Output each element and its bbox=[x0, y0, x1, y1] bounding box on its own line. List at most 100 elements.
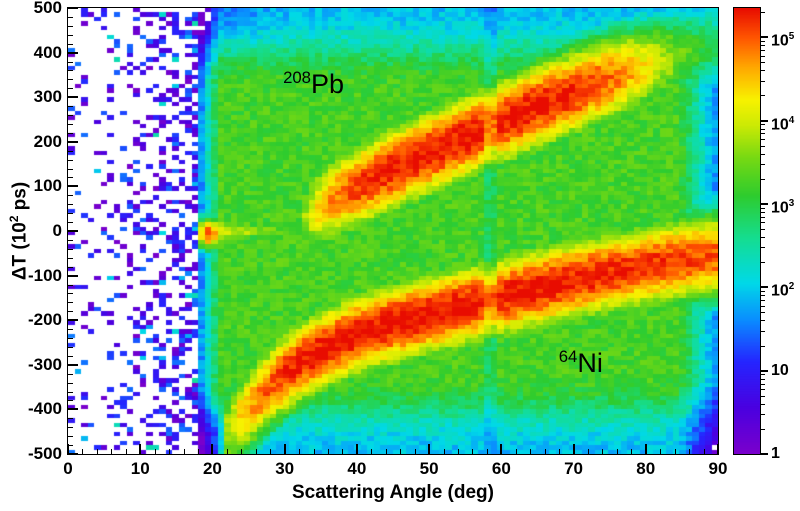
x-major-tick bbox=[211, 444, 214, 454]
colorbar-minor-tick bbox=[761, 212, 765, 213]
y-minor-tick bbox=[68, 26, 73, 27]
colorbar-minor-tick bbox=[761, 179, 765, 180]
x-minor-tick bbox=[472, 449, 473, 454]
y-minor-tick bbox=[68, 338, 73, 339]
y-minor-tick bbox=[68, 240, 73, 241]
colorbar-minor-tick bbox=[761, 41, 765, 42]
x-tick-label: 50 bbox=[419, 459, 439, 478]
isotope-label-pb: 208Pb bbox=[283, 68, 344, 100]
isotope-symbol-ni: Ni bbox=[577, 347, 603, 378]
x-minor-tick bbox=[660, 449, 661, 454]
colorbar-minor-tick bbox=[761, 133, 765, 134]
colorbar-minor-tick bbox=[761, 217, 765, 218]
colorbar-tick-exponent: 4 bbox=[788, 114, 795, 126]
colorbar-tick-label: 103 bbox=[771, 195, 794, 217]
colorbar-frame bbox=[733, 7, 761, 455]
colorbar-minor-tick bbox=[761, 50, 765, 51]
y-minor-tick bbox=[68, 222, 73, 223]
y-minor-tick bbox=[68, 62, 73, 63]
y-major-tick bbox=[68, 185, 78, 188]
y-major-tick bbox=[68, 96, 78, 99]
isotope-mass-pb: 208 bbox=[283, 67, 311, 87]
x-minor-tick bbox=[270, 449, 271, 454]
x-axis-title: Scattering Angle (deg) bbox=[292, 482, 494, 503]
y-minor-tick bbox=[68, 115, 73, 116]
y-minor-tick bbox=[68, 383, 73, 384]
y-minor-tick bbox=[68, 436, 73, 437]
x-minor-tick bbox=[631, 449, 632, 454]
y-minor-tick bbox=[68, 392, 73, 393]
x-tick-label: 70 bbox=[564, 459, 583, 478]
heatmap-canvas bbox=[68, 8, 718, 454]
y-minor-tick bbox=[68, 35, 73, 36]
x-minor-tick bbox=[689, 449, 690, 454]
colorbar-minor-tick bbox=[761, 247, 765, 248]
y-minor-tick bbox=[68, 258, 73, 259]
colorbar-minor-tick bbox=[761, 45, 765, 46]
x-minor-tick bbox=[241, 449, 242, 454]
y-minor-tick bbox=[68, 169, 73, 170]
y-minor-tick bbox=[68, 177, 73, 178]
y-minor-tick bbox=[68, 44, 73, 45]
y-major-tick bbox=[68, 408, 78, 411]
colorbar-minor-tick bbox=[761, 320, 765, 321]
colorbar-major-tick bbox=[761, 453, 768, 455]
colorbar-tick-text: 10 bbox=[771, 282, 789, 300]
y-tick-label: 500 bbox=[33, 0, 62, 17]
colorbar-tick-exponent: 2 bbox=[788, 281, 795, 293]
colorbar-minor-tick bbox=[761, 208, 765, 209]
x-minor-tick bbox=[328, 449, 329, 454]
colorbar-minor-tick bbox=[761, 124, 765, 125]
isotope-symbol-pb: Pb bbox=[310, 68, 345, 99]
x-major-tick bbox=[355, 444, 358, 454]
x-tick-label: 60 bbox=[491, 459, 511, 478]
x-minor-tick bbox=[256, 449, 257, 454]
x-minor-tick bbox=[184, 449, 185, 454]
x-minor-tick bbox=[444, 449, 445, 454]
y-minor-tick bbox=[68, 160, 73, 161]
plot-frame bbox=[67, 7, 719, 455]
x-minor-tick bbox=[675, 449, 676, 454]
colorbar-minor-tick bbox=[761, 146, 765, 147]
colorbar-tick-text: 1 bbox=[771, 445, 780, 462]
y-minor-tick bbox=[68, 293, 73, 294]
y-tick-label: -200 bbox=[27, 310, 62, 330]
y-major-tick bbox=[68, 140, 78, 143]
y-tick-label: -300 bbox=[27, 354, 62, 374]
colorbar-tick-label: 105 bbox=[771, 28, 794, 50]
colorbar-minor-tick bbox=[761, 154, 765, 155]
colorbar-minor-tick bbox=[761, 331, 765, 332]
x-major-tick bbox=[500, 444, 503, 454]
colorbar-minor-tick bbox=[761, 346, 765, 347]
colorbar-minor-tick bbox=[761, 12, 765, 13]
y-tick-label: 0 bbox=[52, 221, 62, 240]
colorbar-minor-tick bbox=[761, 62, 765, 63]
colorbar-major-tick bbox=[761, 119, 768, 122]
y-major-tick bbox=[68, 319, 78, 322]
x-tick-label: 0 bbox=[63, 459, 73, 478]
x-minor-tick bbox=[602, 449, 603, 454]
x-minor-tick bbox=[588, 449, 589, 454]
x-minor-tick bbox=[342, 449, 343, 454]
colorbar-minor-tick bbox=[761, 414, 765, 415]
colorbar-minor-tick bbox=[761, 396, 765, 397]
x-minor-tick bbox=[704, 449, 705, 454]
y-minor-tick bbox=[68, 400, 73, 401]
y-minor-tick bbox=[68, 267, 73, 268]
colorbar-minor-tick bbox=[761, 291, 765, 292]
colorbar-minor-tick bbox=[761, 306, 765, 307]
y-minor-tick bbox=[68, 204, 73, 205]
y-minor-tick bbox=[68, 124, 73, 125]
x-minor-tick bbox=[487, 449, 488, 454]
x-major-tick bbox=[67, 444, 69, 454]
y-minor-tick bbox=[68, 445, 73, 446]
x-minor-tick bbox=[415, 449, 416, 454]
x-major-tick bbox=[717, 444, 719, 454]
y-tick-label: 300 bbox=[33, 87, 62, 107]
x-minor-tick bbox=[111, 449, 112, 454]
y-minor-tick bbox=[68, 329, 73, 330]
x-minor-tick bbox=[198, 449, 199, 454]
y-minor-tick bbox=[68, 106, 73, 107]
colorbar-minor-tick bbox=[761, 81, 765, 82]
